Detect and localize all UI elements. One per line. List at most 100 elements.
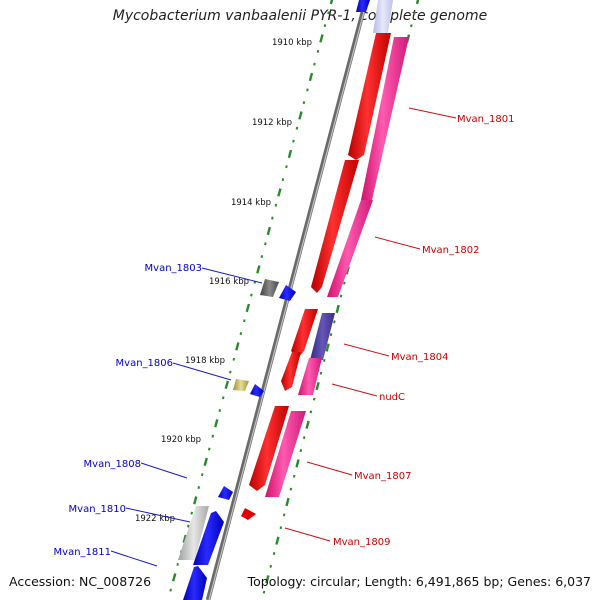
inner-track-minor-tick [295,126,299,130]
gene-label-mvan-1804[interactable]: Mvan_1804 [391,352,448,363]
outer-track-minor-tick [343,281,346,285]
gene-mvan-1801-cds[interactable] [348,33,391,160]
gene-mvan-1806-olive[interactable] [233,379,249,391]
gene-label-mvan-1801[interactable]: Mvan_1801 [457,114,514,125]
inner-track-minor-tick [264,242,267,246]
gene-mvan-1802[interactable] [327,200,373,297]
gene-mvan-1807-cds[interactable] [249,406,289,491]
scale-label-1916: 1916 kbp [209,277,249,287]
inner-track-major-tick [287,149,293,159]
outer-track-major-tick [265,575,270,584]
inner-track-minor-tick [200,473,204,477]
inner-track-major-tick [308,72,314,82]
inner-track-minor-tick [218,409,222,413]
inner-track-minor-tick [239,332,243,336]
outer-track-minor-tick [299,449,303,453]
inner-track-major-tick [256,265,261,274]
gene-mvan-1809[interactable] [241,508,256,520]
outer-track-minor-tick [282,513,286,517]
inner-track-major-tick [319,34,324,43]
gene-mvan-1807[interactable] [265,411,306,497]
gene-label-nudc[interactable]: nudC [379,392,405,403]
outer-track-minor-tick [410,24,413,28]
inner-track-minor-tick [190,511,194,515]
inner-track-major-tick [329,0,334,5]
inner-track-major-tick [235,342,240,351]
outer-track-minor-tick [292,474,296,478]
inner-track-minor-tick [260,255,264,259]
outer-track-major-tick [335,304,340,314]
inner-track-minor-tick [274,203,278,207]
gene-nudc[interactable] [298,358,322,395]
outer-track-minor-tick [312,397,316,401]
inner-track-minor-tick [281,178,285,182]
inner-track-minor-tick [169,588,172,592]
inner-track-major-tick [245,303,251,313]
gene-label-mvan-1806[interactable]: Mvan_1806 [116,358,173,369]
inner-tick-track [169,0,334,592]
gene-label-mvan-1809[interactable]: Mvan_1809 [333,537,390,548]
outer-track-minor-tick [302,436,306,440]
outer-track-major-tick [305,420,310,429]
gene-mvan-1808[interactable] [218,486,233,500]
gene-mvan-1801[interactable] [361,37,409,200]
inner-track-minor-tick [316,49,320,53]
inner-track-minor-tick [197,486,201,490]
gene-mvan-1802-cds[interactable] [311,160,359,293]
scale-label-1910: 1910 kbp [272,38,312,48]
outer-track-minor-tick [319,371,323,375]
gene-mvan-1810[interactable] [193,511,224,565]
inner-track-minor-tick [243,319,246,323]
gene-mvan-1810-gray[interactable] [178,506,209,560]
outer-track-major-tick [315,381,320,391]
gene-mvan-1811[interactable] [183,566,207,600]
gene-label-mvan-1803[interactable]: Mvan_1803 [145,263,202,274]
outer-track-major-tick [275,536,280,545]
scale-label-1922: 1922 kbp [135,514,175,524]
inner-track-minor-tick [271,216,274,220]
inner-track-minor-tick [176,562,179,566]
gene-mvan-1803-gray[interactable] [260,279,279,297]
gene-nudc-cds[interactable] [281,352,301,391]
inner-track-major-tick [266,226,272,236]
gene-top-blue[interactable] [356,0,370,12]
gene-mvan-1804-cds[interactable] [291,309,318,358]
inner-track-major-tick [224,380,230,390]
topology-summary: Topology: circular; Length: 6,491,865 bp… [247,574,591,589]
gene-mvan-1803[interactable] [279,285,296,301]
gene-label-mvan-1802[interactable]: Mvan_1802 [422,245,479,256]
outer-track-major-tick [415,0,420,5]
callouts-left [110,267,263,567]
inner-track-major-tick [182,534,187,544]
scale-label-1918: 1918 kbp [185,356,225,366]
outer-track-minor-tick [413,11,416,15]
gene-label-mvan-1807[interactable]: Mvan_1807 [354,471,411,482]
inner-track-minor-tick [232,357,236,361]
inner-track-minor-tick [285,165,288,169]
callouts-right [284,107,457,542]
inner-track-minor-tick [207,447,211,451]
inner-track-major-tick [277,188,282,197]
outer-track-minor-tick [269,564,273,568]
inner-track-minor-tick [327,11,330,15]
inner-track-major-tick [193,496,198,505]
outer-track-minor-tick [309,410,313,414]
gene-mvan-1806[interactable] [250,384,264,397]
map-title: Mycobacterium vanbaalenii PYR-1, complet… [112,8,488,24]
gene-top-lavender[interactable] [373,0,393,33]
gene-label-mvan-1810[interactable]: Mvan_1810 [69,504,126,515]
inner-track-minor-tick [186,524,190,528]
outer-track-minor-tick [323,358,326,362]
outer-track-major-tick [325,343,330,352]
gene-mvan-1804[interactable] [310,313,335,360]
accession-text: Accession: NC_008726 [9,574,152,589]
outer-track-major-tick [285,497,290,507]
outer-track-minor-tick [339,294,343,298]
inner-track-minor-tick [221,396,225,400]
scale-label-1912: 1912 kbp [252,118,292,128]
gene-label-mvan-1808[interactable]: Mvan_1808 [84,459,141,470]
outer-track-minor-tick [329,333,333,337]
gene-label-mvan-1811[interactable]: Mvan_1811 [54,547,111,558]
inner-track-major-tick [203,457,208,467]
